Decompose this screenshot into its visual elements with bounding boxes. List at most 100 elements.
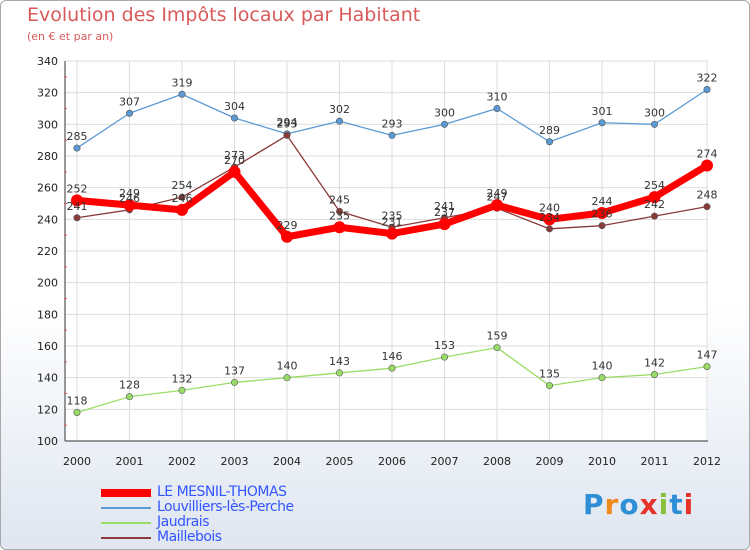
series-point-1 xyxy=(438,218,451,231)
series-point-1 xyxy=(176,203,188,216)
data-label: 140 xyxy=(592,360,613,373)
data-label: 270 xyxy=(224,154,245,167)
series-point-3 xyxy=(178,386,186,394)
data-label: 241 xyxy=(67,200,88,213)
data-label: 118 xyxy=(67,395,88,408)
data-label: 240 xyxy=(539,201,560,214)
logo-letter: r xyxy=(604,488,620,521)
series-point-4 xyxy=(178,193,186,201)
series-point-2 xyxy=(178,90,186,98)
series-point-2 xyxy=(598,119,606,127)
data-label: 254 xyxy=(172,179,193,192)
legend-swatch xyxy=(101,507,151,509)
data-label: 142 xyxy=(644,357,665,370)
data-label: 300 xyxy=(644,106,665,119)
series-point-1 xyxy=(228,165,241,178)
logo-letter: x xyxy=(639,488,659,521)
series-point-3 xyxy=(545,382,553,390)
series-point-2 xyxy=(545,138,553,146)
data-label: 153 xyxy=(434,339,455,352)
series-point-1 xyxy=(491,199,503,212)
data-label: 293 xyxy=(382,117,403,130)
data-label: 241 xyxy=(434,200,455,213)
data-label: 146 xyxy=(382,350,403,363)
series-point-3 xyxy=(703,363,711,371)
data-label: 252 xyxy=(67,182,88,195)
y-tick-label: 200 xyxy=(37,277,58,290)
series-point-1 xyxy=(596,207,608,219)
series-point-1 xyxy=(648,191,661,204)
series-point-1 xyxy=(71,194,83,207)
y-tick-label: 240 xyxy=(37,213,58,226)
data-label: 235 xyxy=(329,209,350,222)
x-tick-label: 2007 xyxy=(431,455,459,468)
y-tick-label: 260 xyxy=(37,182,58,195)
x-tick-label: 2002 xyxy=(168,455,196,468)
data-label: 322 xyxy=(697,72,718,85)
series-point-2 xyxy=(126,109,134,117)
data-label: 140 xyxy=(277,360,298,373)
data-label: 300 xyxy=(434,106,455,119)
data-label: 301 xyxy=(592,105,613,118)
data-label: 137 xyxy=(224,364,245,377)
data-label: 285 xyxy=(67,130,88,143)
data-label: 236 xyxy=(592,208,613,221)
proxiti-logo: Proxiti xyxy=(583,488,694,521)
series-point-2 xyxy=(650,120,658,128)
series-point-1 xyxy=(123,199,136,212)
y-tick-label: 120 xyxy=(37,403,58,416)
series-point-3 xyxy=(231,378,239,386)
data-label: 132 xyxy=(172,372,193,385)
series-point-4 xyxy=(545,225,553,233)
x-tick-label: 2004 xyxy=(273,455,301,468)
data-label: 242 xyxy=(644,198,665,211)
series-point-1 xyxy=(333,221,346,234)
logo-letter: o xyxy=(619,488,640,521)
series-point-3 xyxy=(283,374,291,382)
data-label: 237 xyxy=(434,206,455,219)
data-label: 248 xyxy=(697,189,718,202)
data-label: 273 xyxy=(224,149,245,162)
logo-letter: t xyxy=(669,488,684,521)
data-label: 234 xyxy=(539,211,560,224)
data-label: 249 xyxy=(487,187,508,200)
legend-swatch xyxy=(101,522,151,524)
y-tick-label: 320 xyxy=(37,87,58,100)
data-label: 245 xyxy=(329,193,350,206)
series-point-3 xyxy=(388,364,396,372)
data-label: 229 xyxy=(277,219,298,232)
data-label: 304 xyxy=(224,100,245,113)
series-point-2 xyxy=(703,86,711,94)
series-point-3 xyxy=(598,374,606,382)
series-point-1 xyxy=(543,213,556,226)
data-label: 231 xyxy=(382,216,403,229)
x-tick-label: 2012 xyxy=(693,455,721,468)
x-tick-label: 2000 xyxy=(63,455,91,468)
series-point-3 xyxy=(335,369,343,377)
series-point-2 xyxy=(388,131,396,139)
data-label: 143 xyxy=(329,355,350,368)
series-point-3 xyxy=(440,353,448,361)
series-point-4 xyxy=(73,214,81,222)
chart-title: Evolution des Impôts locaux par Habitant xyxy=(27,4,421,26)
legend-label: LE MESNIL-THOMAS xyxy=(157,484,287,500)
series-point-2 xyxy=(73,144,81,152)
data-label: 274 xyxy=(697,148,718,161)
data-label: 254 xyxy=(644,179,665,192)
series-point-3 xyxy=(126,393,134,401)
x-tick-label: 2005 xyxy=(326,455,354,468)
series-point-1 xyxy=(281,230,293,243)
data-label: 249 xyxy=(119,187,140,200)
y-tick-label: 340 xyxy=(37,55,58,68)
logo-letter: i xyxy=(683,488,695,521)
legend-swatch xyxy=(101,537,151,539)
y-tick-label: 180 xyxy=(37,308,58,321)
y-tick-label: 140 xyxy=(37,372,58,385)
y-tick-label: 220 xyxy=(37,245,58,258)
data-label: 319 xyxy=(172,76,193,89)
series-point-1 xyxy=(701,159,713,172)
logo-letter: P xyxy=(583,488,605,521)
data-label: 135 xyxy=(539,368,560,381)
